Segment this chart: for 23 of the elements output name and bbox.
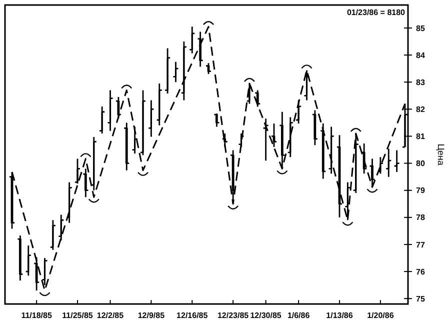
y-tick-label: 79: [416, 186, 426, 196]
y-tick-label: 84: [416, 50, 426, 60]
y-tick-label: 77: [416, 240, 426, 250]
x-tick-label: 11/25/85: [62, 311, 94, 320]
x-tick-label: 11/18/85: [21, 311, 52, 320]
y-tick-label: 78: [416, 213, 426, 222]
x-tick-label: 12/9/85: [138, 311, 166, 320]
x-tick-label: 12/16/85: [176, 311, 208, 320]
y-tick-label: 75: [416, 294, 426, 304]
y-tick-label: 85: [416, 24, 426, 33]
x-tick-label: 1/13/86: [326, 311, 354, 320]
y-tick-label: 80: [416, 159, 426, 168]
x-tick-label: 1/6/86: [287, 311, 310, 320]
y-tick-label: 83: [416, 78, 426, 87]
x-tick-label: 12/23/85: [217, 311, 250, 320]
x-tick-label: 12/2/85: [96, 311, 124, 320]
annotation: 01/23/86 = 8180: [346, 8, 406, 17]
y-axis-title: Цена: [436, 144, 446, 166]
x-tick-label: 1/20/86: [367, 311, 394, 320]
y-tick-label: 76: [416, 267, 426, 276]
x-tick-label: 12/30/85: [250, 311, 282, 320]
y-tick-label: 82: [416, 104, 426, 114]
y-tick-label: 81: [416, 132, 426, 142]
